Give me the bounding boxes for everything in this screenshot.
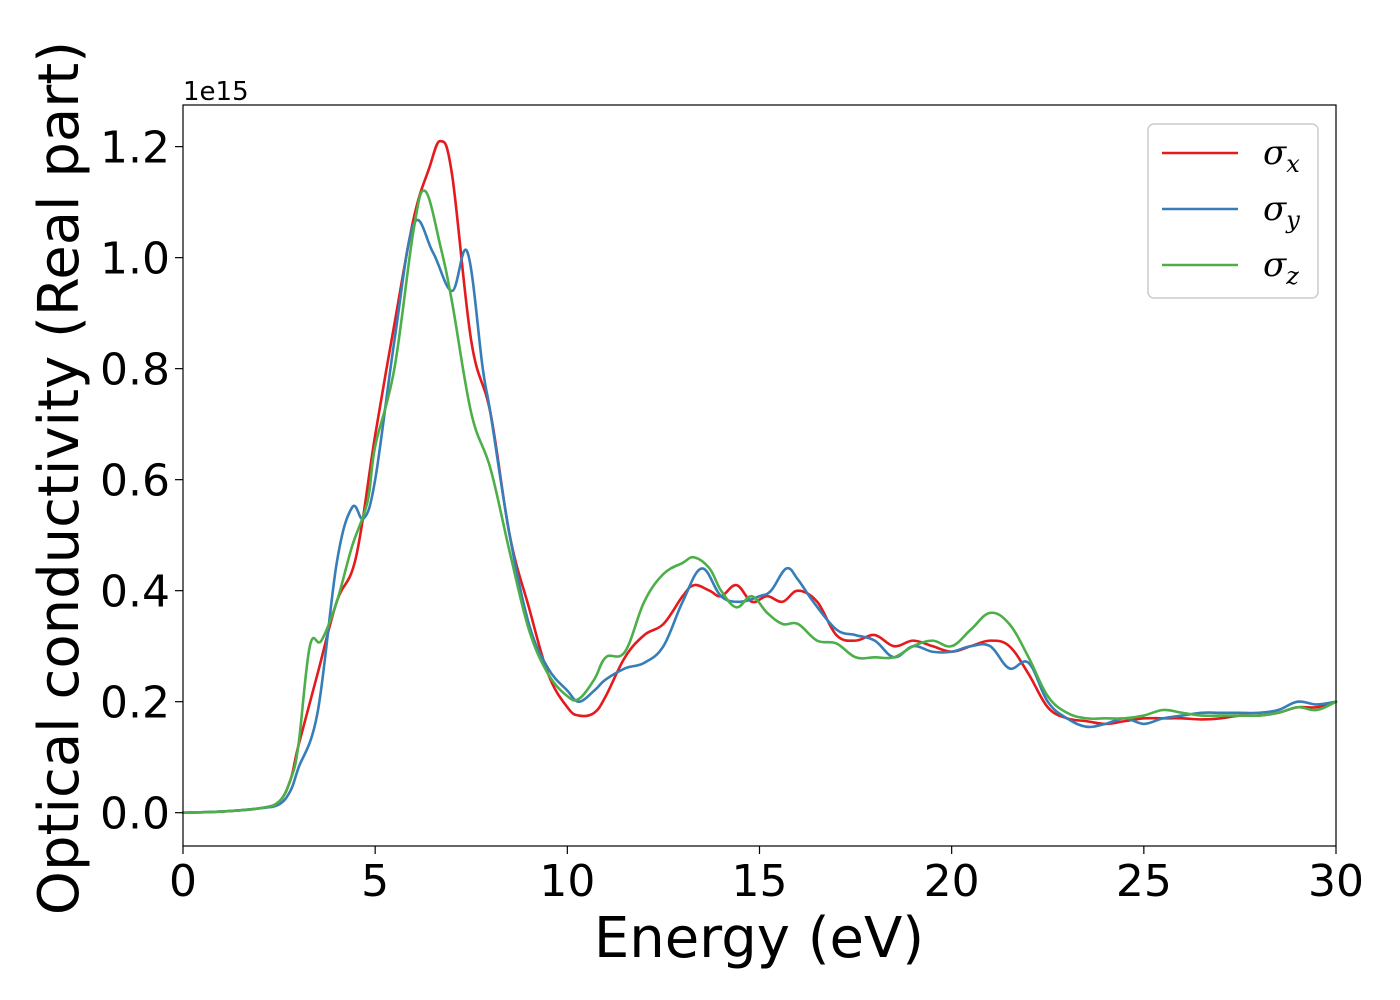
y-tick-label: 1.2 (100, 123, 170, 174)
x-tick-label: 10 (539, 856, 595, 907)
x-tick-label: 25 (1116, 856, 1172, 907)
legend-label-z: σz (1263, 245, 1299, 290)
y-tick-label: 1.0 (100, 234, 170, 285)
series-line-z (181, 189, 1338, 814)
x-tick-label: 15 (732, 856, 788, 907)
x-tick-label: 20 (924, 856, 980, 907)
y-tick-label: 0.8 (100, 345, 170, 396)
legend-label-y: σy (1263, 189, 1300, 234)
x-axis-label: Energy (eV) (594, 906, 924, 971)
y-tick-label: 0.4 (100, 567, 170, 618)
y-tick-label: 0.2 (100, 678, 170, 729)
x-tick-label: 5 (361, 856, 389, 907)
series-layer (181, 139, 1338, 814)
x-tick-label: 0 (169, 856, 197, 907)
legend-label-x: σx (1263, 133, 1300, 178)
y-tick-label: 0.6 (100, 456, 170, 507)
legend-box (1147, 123, 1319, 299)
x-axis-ticks: 0 5 10 15 20 25 30 (169, 846, 1364, 907)
y-axis-label: Optical conductivity (Real part) (27, 41, 92, 915)
x-tick-label: 30 (1308, 856, 1364, 907)
legend: σx σy σz (1147, 123, 1319, 299)
y-offset-label: 1e15 (183, 77, 249, 107)
y-axis-ticks: 0.0 0.2 0.4 0.6 0.8 1.0 1.2 (100, 123, 183, 840)
y-tick-label: 0.0 (100, 789, 170, 840)
